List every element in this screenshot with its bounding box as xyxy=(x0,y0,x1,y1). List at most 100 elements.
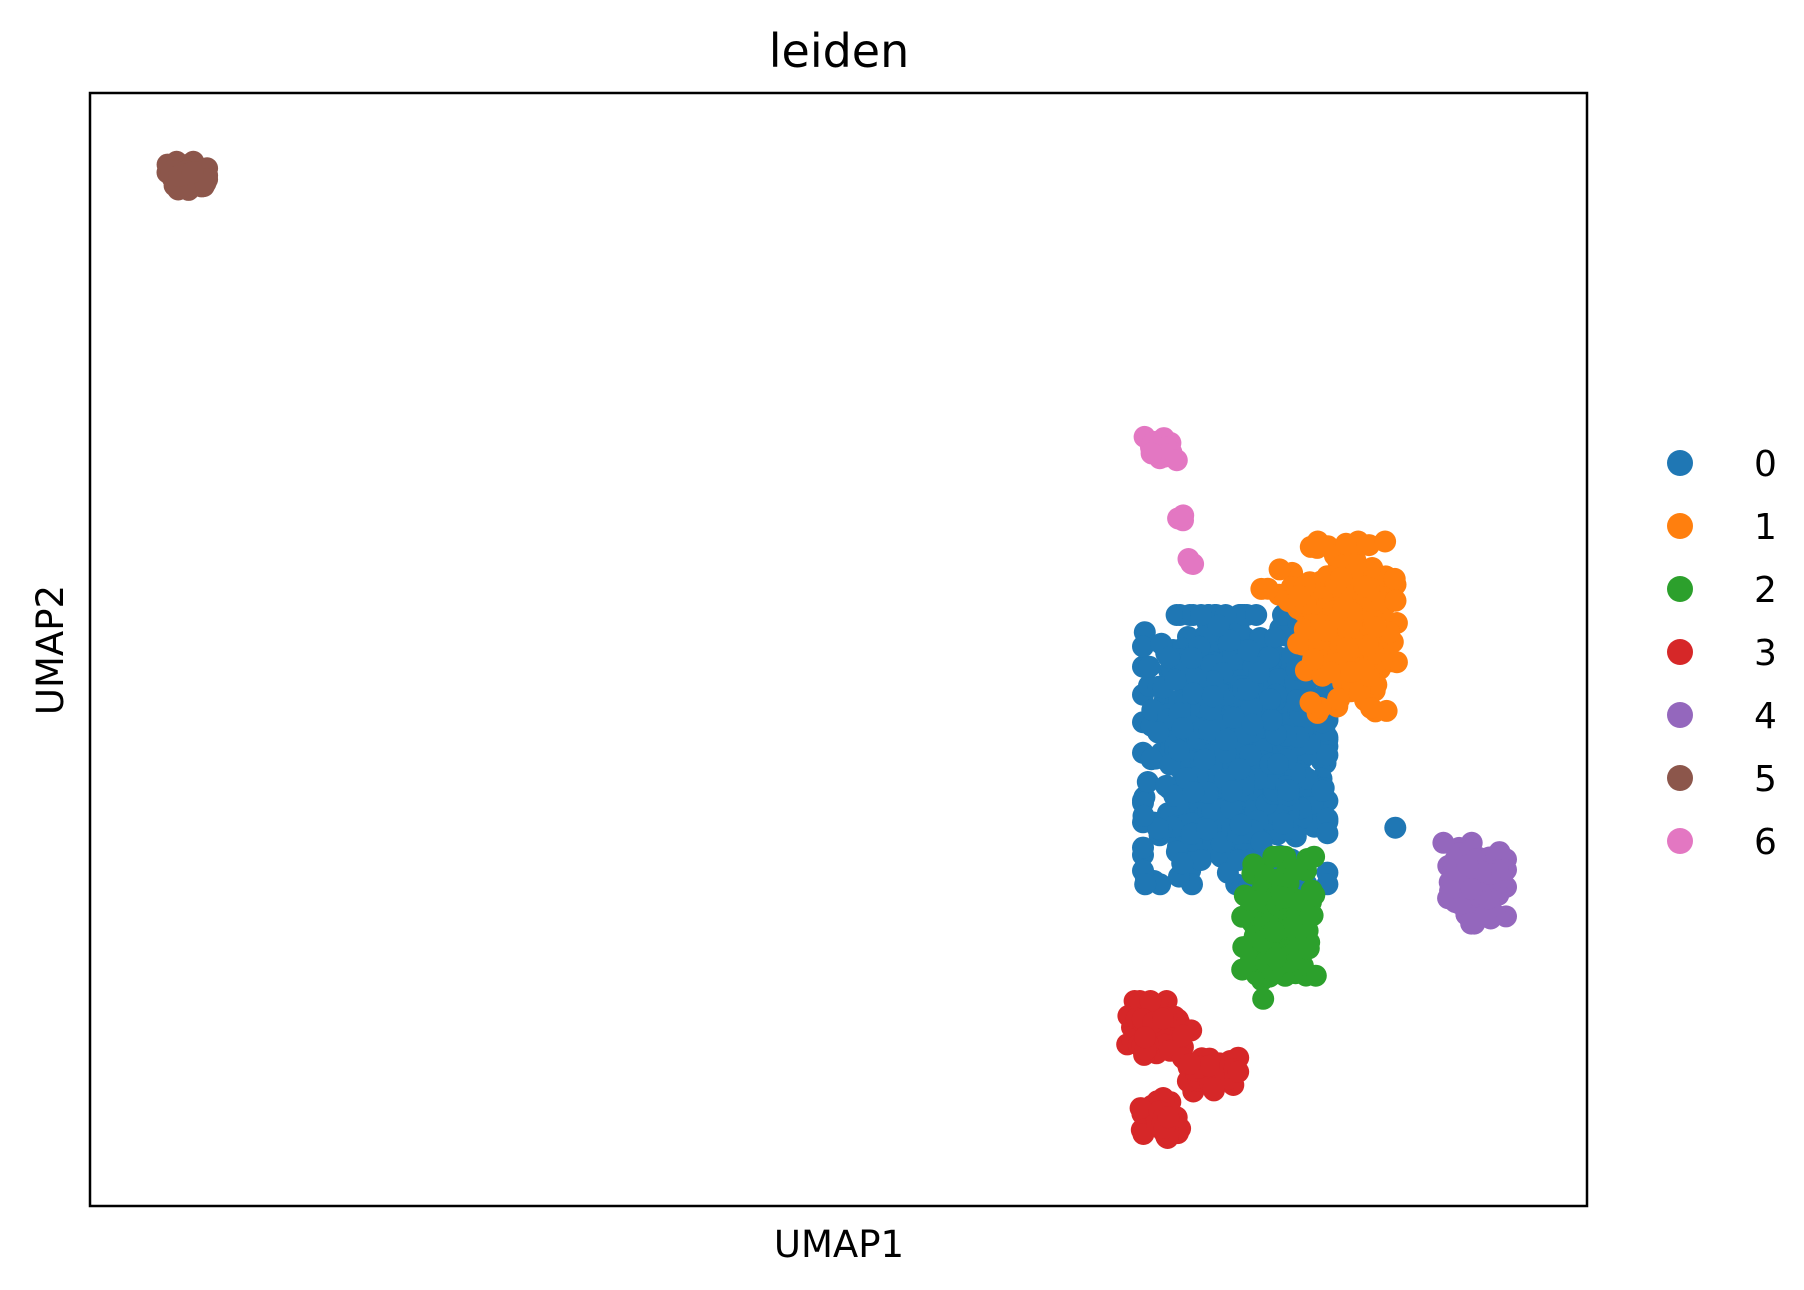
data-point xyxy=(1277,779,1300,802)
series-5-points xyxy=(156,150,219,201)
data-point xyxy=(1302,648,1325,671)
data-point xyxy=(1272,886,1295,909)
data-point xyxy=(1316,822,1339,845)
data-point xyxy=(1138,655,1161,678)
data-point xyxy=(1360,697,1382,719)
data-point xyxy=(1237,678,1260,701)
data-point xyxy=(1256,577,1279,600)
data-point xyxy=(1140,748,1163,771)
data-point xyxy=(1147,721,1170,744)
data-point xyxy=(1163,784,1186,807)
data-point xyxy=(1260,709,1283,732)
data-point xyxy=(1201,685,1224,708)
data-point xyxy=(1252,987,1275,1010)
y-axis-label: UMAP2 xyxy=(29,585,72,715)
data-point xyxy=(1172,504,1195,527)
data-point xyxy=(1158,646,1181,669)
data-point xyxy=(1263,920,1285,943)
data-point xyxy=(1180,646,1203,669)
series-3-points xyxy=(1116,990,1250,1149)
legend-marker-0 xyxy=(1667,450,1693,476)
legend-label-4: 4 xyxy=(1754,696,1777,737)
data-point xyxy=(1129,1097,1152,1120)
data-point xyxy=(1250,831,1273,853)
data-point xyxy=(1299,535,1322,558)
legend-label-2: 2 xyxy=(1754,570,1777,611)
data-point xyxy=(1229,813,1252,836)
legend-label-3: 3 xyxy=(1754,633,1777,674)
data-point xyxy=(1248,661,1270,684)
data-point xyxy=(1337,619,1360,642)
data-point xyxy=(1132,836,1154,859)
plot-frame xyxy=(88,91,1589,1208)
data-point xyxy=(1182,682,1204,705)
data-point xyxy=(1147,817,1169,840)
legend-marker-2 xyxy=(1667,576,1693,602)
data-point xyxy=(1262,845,1285,868)
data-point xyxy=(1240,696,1263,719)
data-point xyxy=(1242,853,1265,876)
data-point xyxy=(1443,876,1466,899)
data-point xyxy=(1182,553,1205,575)
data-point xyxy=(1299,905,1322,928)
data-point xyxy=(1215,728,1238,751)
data-point xyxy=(1164,668,1187,691)
data-point xyxy=(1167,739,1190,762)
data-point xyxy=(1432,831,1455,854)
data-point xyxy=(1456,854,1479,877)
data-point xyxy=(1384,589,1407,612)
data-point xyxy=(1134,1026,1156,1049)
data-point xyxy=(1316,744,1339,767)
data-point xyxy=(1140,442,1163,465)
data-point xyxy=(1460,878,1483,900)
legend-marker-4 xyxy=(1667,702,1693,728)
data-point xyxy=(1268,558,1291,581)
data-point xyxy=(1139,990,1162,1012)
data-point xyxy=(1300,879,1323,902)
legend: 0 1 2 3 4 5 6 xyxy=(1667,444,1777,863)
points-layer xyxy=(156,150,1517,1149)
data-point xyxy=(1364,616,1387,638)
data-point xyxy=(1287,632,1310,655)
data-point xyxy=(1227,1060,1250,1083)
data-point xyxy=(1241,713,1264,736)
legend-label-6: 6 xyxy=(1754,822,1777,863)
data-point xyxy=(1228,758,1251,781)
data-point xyxy=(1315,620,1338,642)
data-point xyxy=(1327,687,1350,710)
data-point xyxy=(1319,661,1342,684)
data-point xyxy=(1198,1054,1220,1077)
data-point xyxy=(1220,797,1243,820)
data-point xyxy=(1336,636,1359,659)
series-1-points xyxy=(1250,530,1408,724)
legend-label-1: 1 xyxy=(1754,507,1777,548)
data-point xyxy=(1303,845,1326,868)
data-point xyxy=(1267,753,1289,775)
data-point xyxy=(1285,858,1308,881)
data-point xyxy=(1238,888,1261,911)
data-point xyxy=(1374,530,1397,553)
legend-marker-6 xyxy=(1667,828,1693,854)
legend-label-5: 5 xyxy=(1754,759,1777,800)
data-point xyxy=(1352,658,1375,681)
data-point xyxy=(1132,804,1155,827)
data-point xyxy=(1171,1024,1194,1047)
data-point xyxy=(1332,596,1355,619)
legend-marker-3 xyxy=(1667,639,1693,665)
data-point xyxy=(1190,604,1213,626)
data-point xyxy=(1264,627,1286,650)
data-point xyxy=(1202,1077,1225,1100)
data-point xyxy=(1152,1007,1174,1030)
series-2-points xyxy=(1231,845,1327,1010)
x-axis-label: UMAP1 xyxy=(774,1223,904,1266)
data-point xyxy=(1182,781,1205,804)
data-point xyxy=(1171,852,1194,875)
data-point xyxy=(181,161,204,184)
data-point xyxy=(1165,449,1188,472)
data-point xyxy=(1259,688,1282,711)
data-point xyxy=(1196,818,1218,841)
data-point xyxy=(1179,1053,1201,1075)
data-point xyxy=(1449,893,1472,916)
